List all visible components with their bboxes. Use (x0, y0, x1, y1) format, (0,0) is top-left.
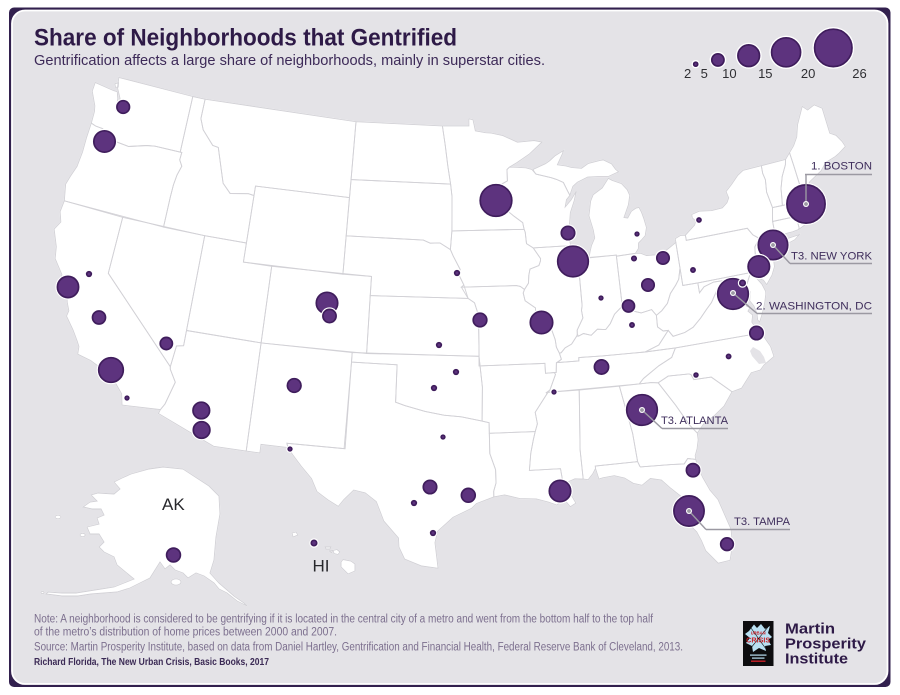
svg-text:5: 5 (701, 66, 708, 81)
svg-text:T3. ATLANTA: T3. ATLANTA (661, 415, 728, 427)
svg-text:AK: AK (162, 495, 185, 514)
svg-text:2: 2 (684, 66, 691, 81)
svg-text:T3. NEW YORK: T3. NEW YORK (791, 251, 872, 263)
svg-text:20: 20 (801, 66, 815, 81)
svg-text:Richard Florida, The New Urban: Richard Florida, The New Urban Crisis, B… (34, 656, 269, 668)
svg-text:10: 10 (722, 66, 736, 81)
svg-text:15: 15 (758, 66, 772, 81)
svg-text:HI: HI (313, 557, 330, 576)
svg-text:Institute: Institute (785, 652, 848, 668)
svg-text:Source: Martin Prosperity Inst: Source: Martin Prosperity Institute, bas… (34, 642, 683, 654)
svg-text:Gentrification affects a large: Gentrification affects a large share of … (34, 53, 545, 69)
svg-text:Share of Neighborhoods that Ge: Share of Neighborhoods that Gentrified (34, 25, 457, 52)
svg-text:26: 26 (852, 66, 866, 81)
svg-text:CRISIS: CRISIS (746, 638, 770, 645)
svg-text:Martin: Martin (785, 622, 835, 638)
svg-text:1. BOSTON: 1. BOSTON (811, 161, 872, 173)
svg-text:URBAN: URBAN (751, 631, 766, 637)
svg-text:Note: A neighborhood is consid: Note: A neighborhood is considered to be… (34, 614, 654, 626)
svg-text:T3. TAMPA: T3. TAMPA (734, 516, 790, 528)
svg-text:2. WASHINGTON, DC: 2. WASHINGTON, DC (756, 301, 872, 313)
svg-text:of the metro’s distribution of: of the metro’s distribution of home pric… (34, 627, 337, 639)
svg-text:Prosperity: Prosperity (785, 637, 866, 653)
